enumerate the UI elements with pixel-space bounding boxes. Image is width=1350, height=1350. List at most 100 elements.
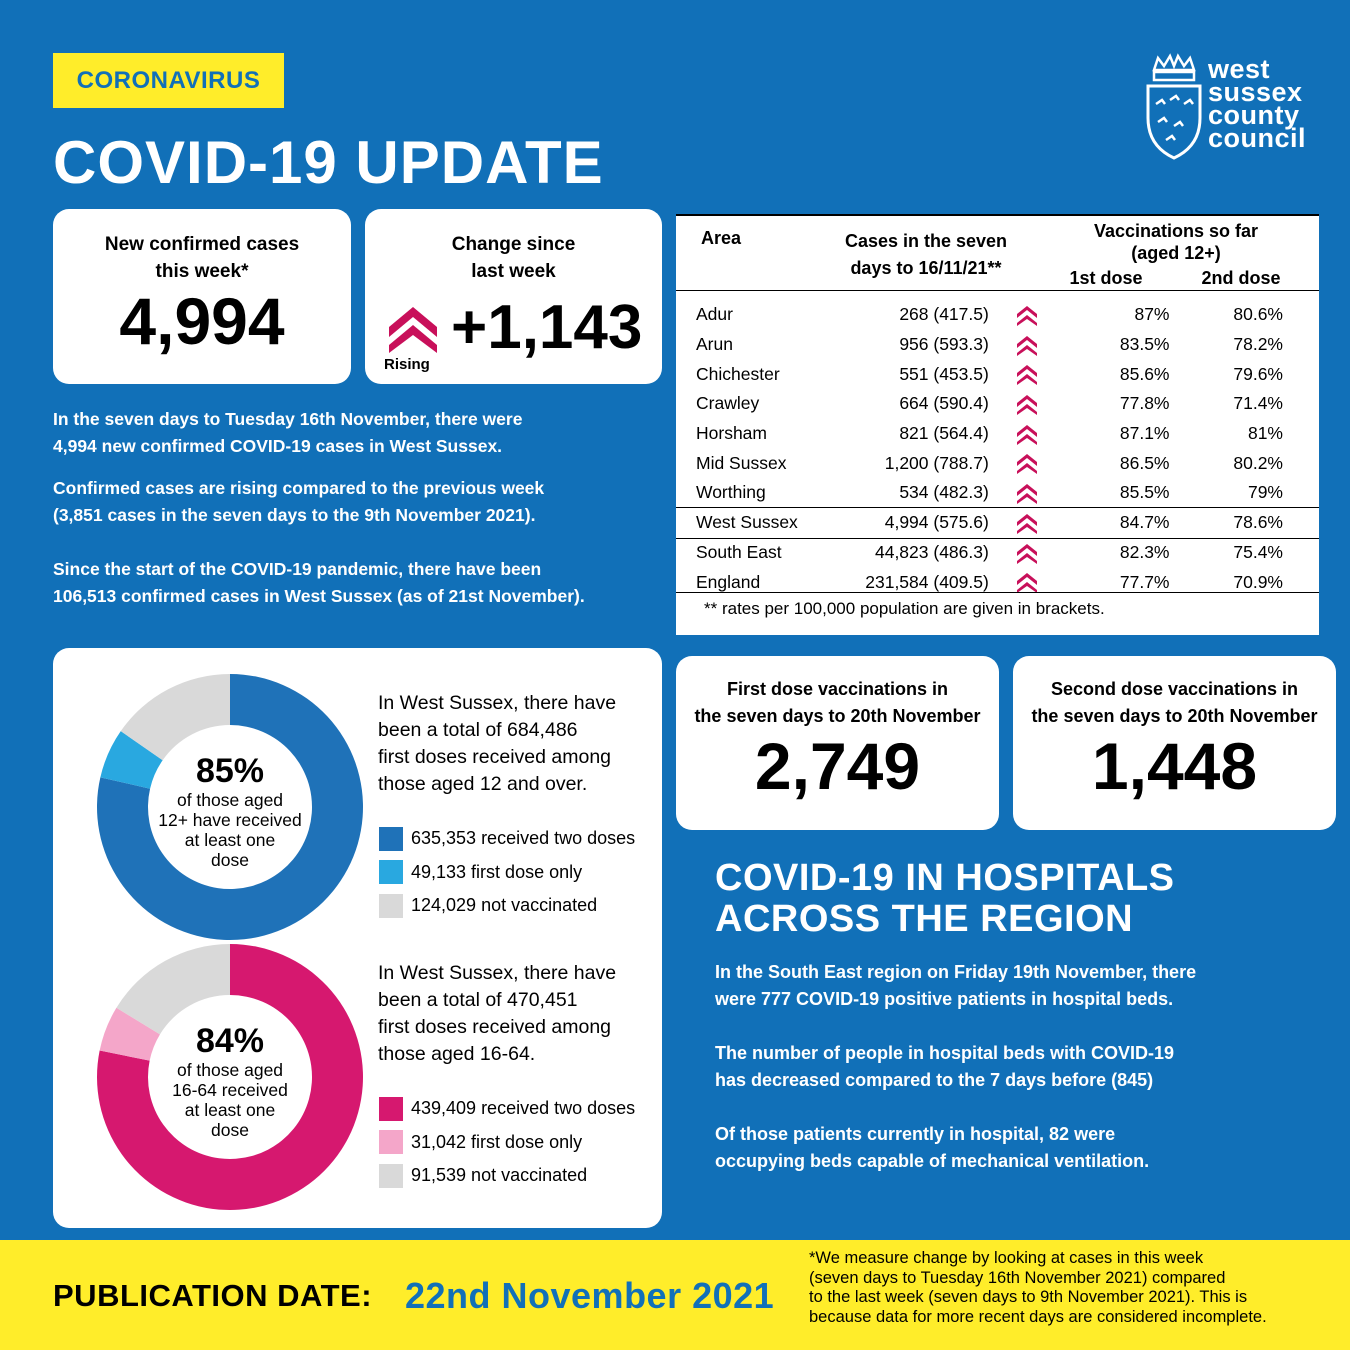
cases-cell: 551 (453.5) [899, 363, 989, 384]
dose2-cell: 79% [1247, 482, 1283, 503]
county-council-crest-icon [1146, 53, 1202, 160]
double-chevron-up-icon [1016, 335, 1037, 356]
trend-label: Rising [384, 356, 430, 373]
second-dose-label: Second dose vaccinations in [1050, 679, 1299, 699]
trend-cell [995, 567, 1059, 597]
dose2-cell: 78.2% [1233, 334, 1283, 355]
dose1-cell: 77.8% [1119, 393, 1170, 414]
hospitals-text: In the South East region on Friday 19th … [715, 962, 1197, 1171]
legend-item: 91,539 not vaccinated [379, 1159, 635, 1193]
dose2-cell: 80.6% [1233, 304, 1283, 325]
footer: PUBLICATION DATE: 22nd November 2021 *We… [0, 1240, 1350, 1350]
dose1-cell: 77.7% [1119, 571, 1170, 592]
donut2-center: 84% of those aged 16-64 received at leas… [145, 1022, 315, 1140]
council-logo-text: west sussex county council [1208, 54, 1307, 153]
cases-cell: 231,584 (409.5) [865, 571, 989, 592]
new-cases-value: 4,994 [119, 284, 285, 358]
dose2-cell: 70.9% [1233, 571, 1283, 592]
donut1-slice-2 [120, 674, 230, 761]
dose1-cell: 85.5% [1119, 482, 1170, 503]
change-value: +1,143 [451, 293, 643, 362]
cases-cell: 268 (417.5) [899, 304, 989, 325]
double-chevron-up-icon [1016, 513, 1037, 534]
table-row: Chichester 551 (453.5) 85.6% 79.6% [676, 359, 1319, 389]
publication-date-label: PUBLICATION DATE: [53, 1278, 373, 1313]
double-chevron-up-icon [1016, 395, 1037, 416]
table-row: Worthing 534 (482.3) 85.5% 79% [676, 478, 1319, 508]
new-cases-label: New confirmed cases [104, 234, 300, 255]
donut2-slice-2 [116, 944, 230, 1035]
dose2-cell: 75.4% [1233, 541, 1283, 562]
summary-text: In the seven days to Tuesday 16th Novemb… [53, 409, 585, 606]
area-cell: England [696, 571, 761, 592]
trend-cell [995, 508, 1059, 538]
table-body: Adur 268 (417.5) 87% 80.6% Arun 956 (593.3) 83… [676, 300, 1319, 597]
cases-cell: 4,994 (575.6) [884, 512, 989, 533]
donut2-legend: 439,409 received two doses 31,042 first … [379, 1092, 635, 1193]
table-row: Adur 268 (417.5) 87% 80.6% [676, 300, 1319, 330]
table-row: Horsham 821 (564.4) 87.1% 81% [676, 419, 1319, 449]
second-dose-card: Second dose vaccinations in the seven da… [1013, 656, 1336, 830]
area-cell: Crawley [696, 393, 760, 414]
footer-note: *We measure change by looking at cases i… [809, 1249, 1267, 1326]
donut1-slice-0 [96, 674, 364, 940]
double-chevron-up-icon [1016, 365, 1037, 386]
table-row: West Sussex 4,994 (575.6) 84.7% 78.6% [676, 508, 1319, 538]
second-dose-value: 1,448 [1091, 729, 1258, 803]
dose2-cell: 79.6% [1233, 363, 1283, 384]
donut1-description: In West Sussex, there have been a total … [378, 692, 617, 795]
area-cell: Mid Sussex [696, 452, 787, 473]
table-row: South East 44,823 (486.3) 82.3% 75.4% [676, 538, 1319, 568]
area-cell: Arun [696, 334, 733, 355]
cases-cell: 956 (593.3) [899, 334, 989, 355]
donut1-slice-1 [100, 731, 163, 789]
trend-cell [995, 330, 1059, 360]
col-dose1-header: 1st dose [1069, 268, 1143, 288]
dose2-cell: 78.6% [1233, 512, 1283, 533]
hospitals-title: COVID-19 IN HOSPITALS ACROSS THE REGION [715, 857, 1175, 940]
donut1-pct: 85% [195, 752, 265, 790]
first-dose-value: 2,749 [754, 729, 921, 803]
trend-cell [995, 300, 1059, 330]
double-chevron-up-icon [1016, 573, 1037, 594]
double-chevron-up-icon [1016, 484, 1037, 505]
table-row: Mid Sussex 1,200 (788.7) 86.5% 80.2% [676, 448, 1319, 478]
dose1-cell: 82.3% [1119, 541, 1170, 562]
donut2-pct: 84% [195, 1022, 265, 1060]
donut2-slice-0 [96, 944, 363, 1210]
dose1-cell: 87.1% [1119, 423, 1170, 444]
legend-item: 31,042 first dose only [379, 1126, 635, 1160]
col-cases-header: Cases in the seven days to 16/11/21** [844, 231, 1008, 278]
trend-cell [995, 419, 1059, 449]
legend-item: 124,029 not vaccinated [379, 889, 635, 923]
trend-cell [995, 448, 1059, 478]
donut-chart-12plus [96, 674, 364, 940]
double-chevron-up-icon [1016, 543, 1037, 564]
donut1-center: 85% of those aged 12+ have received at l… [145, 752, 315, 870]
vaccination-donut-panel: 85% of those aged 12+ have received at l… [53, 648, 662, 1228]
dose1-cell: 86.5% [1119, 452, 1170, 473]
legend-item: 49,133 first dose only [379, 856, 635, 890]
donut2-description: In West Sussex, there have been a total … [378, 962, 617, 1065]
dose1-cell: 84.7% [1119, 512, 1170, 533]
dose2-cell: 81% [1247, 423, 1283, 444]
double-chevron-up-icon [389, 307, 437, 353]
area-cell: Horsham [696, 423, 767, 444]
dose1-cell: 83.5% [1119, 334, 1170, 355]
page-title: COVID-19 UPDATE [53, 129, 604, 196]
donut1-legend: 635,353 received two doses 49,133 first … [379, 822, 635, 923]
double-chevron-up-icon [1016, 424, 1037, 445]
donut2-slice-1 [99, 1007, 160, 1061]
change-label: Change since [451, 234, 576, 255]
table-row: Arun 956 (593.3) 83.5% 78.2% [676, 330, 1319, 360]
table-row: England 231,584 (409.5) 77.7% 70.9% [676, 567, 1319, 597]
area-cell: West Sussex [696, 512, 798, 533]
area-cell: Adur [696, 304, 733, 325]
double-chevron-up-icon [1016, 454, 1037, 475]
trend-cell [995, 478, 1059, 508]
cases-cell: 664 (590.4) [899, 393, 989, 414]
area-cell: South East [696, 541, 782, 562]
publication-date: 22nd November 2021 [405, 1275, 775, 1316]
first-dose-card: First dose vaccinations in the seven day… [676, 656, 999, 830]
col-area-header: Area [701, 228, 742, 248]
